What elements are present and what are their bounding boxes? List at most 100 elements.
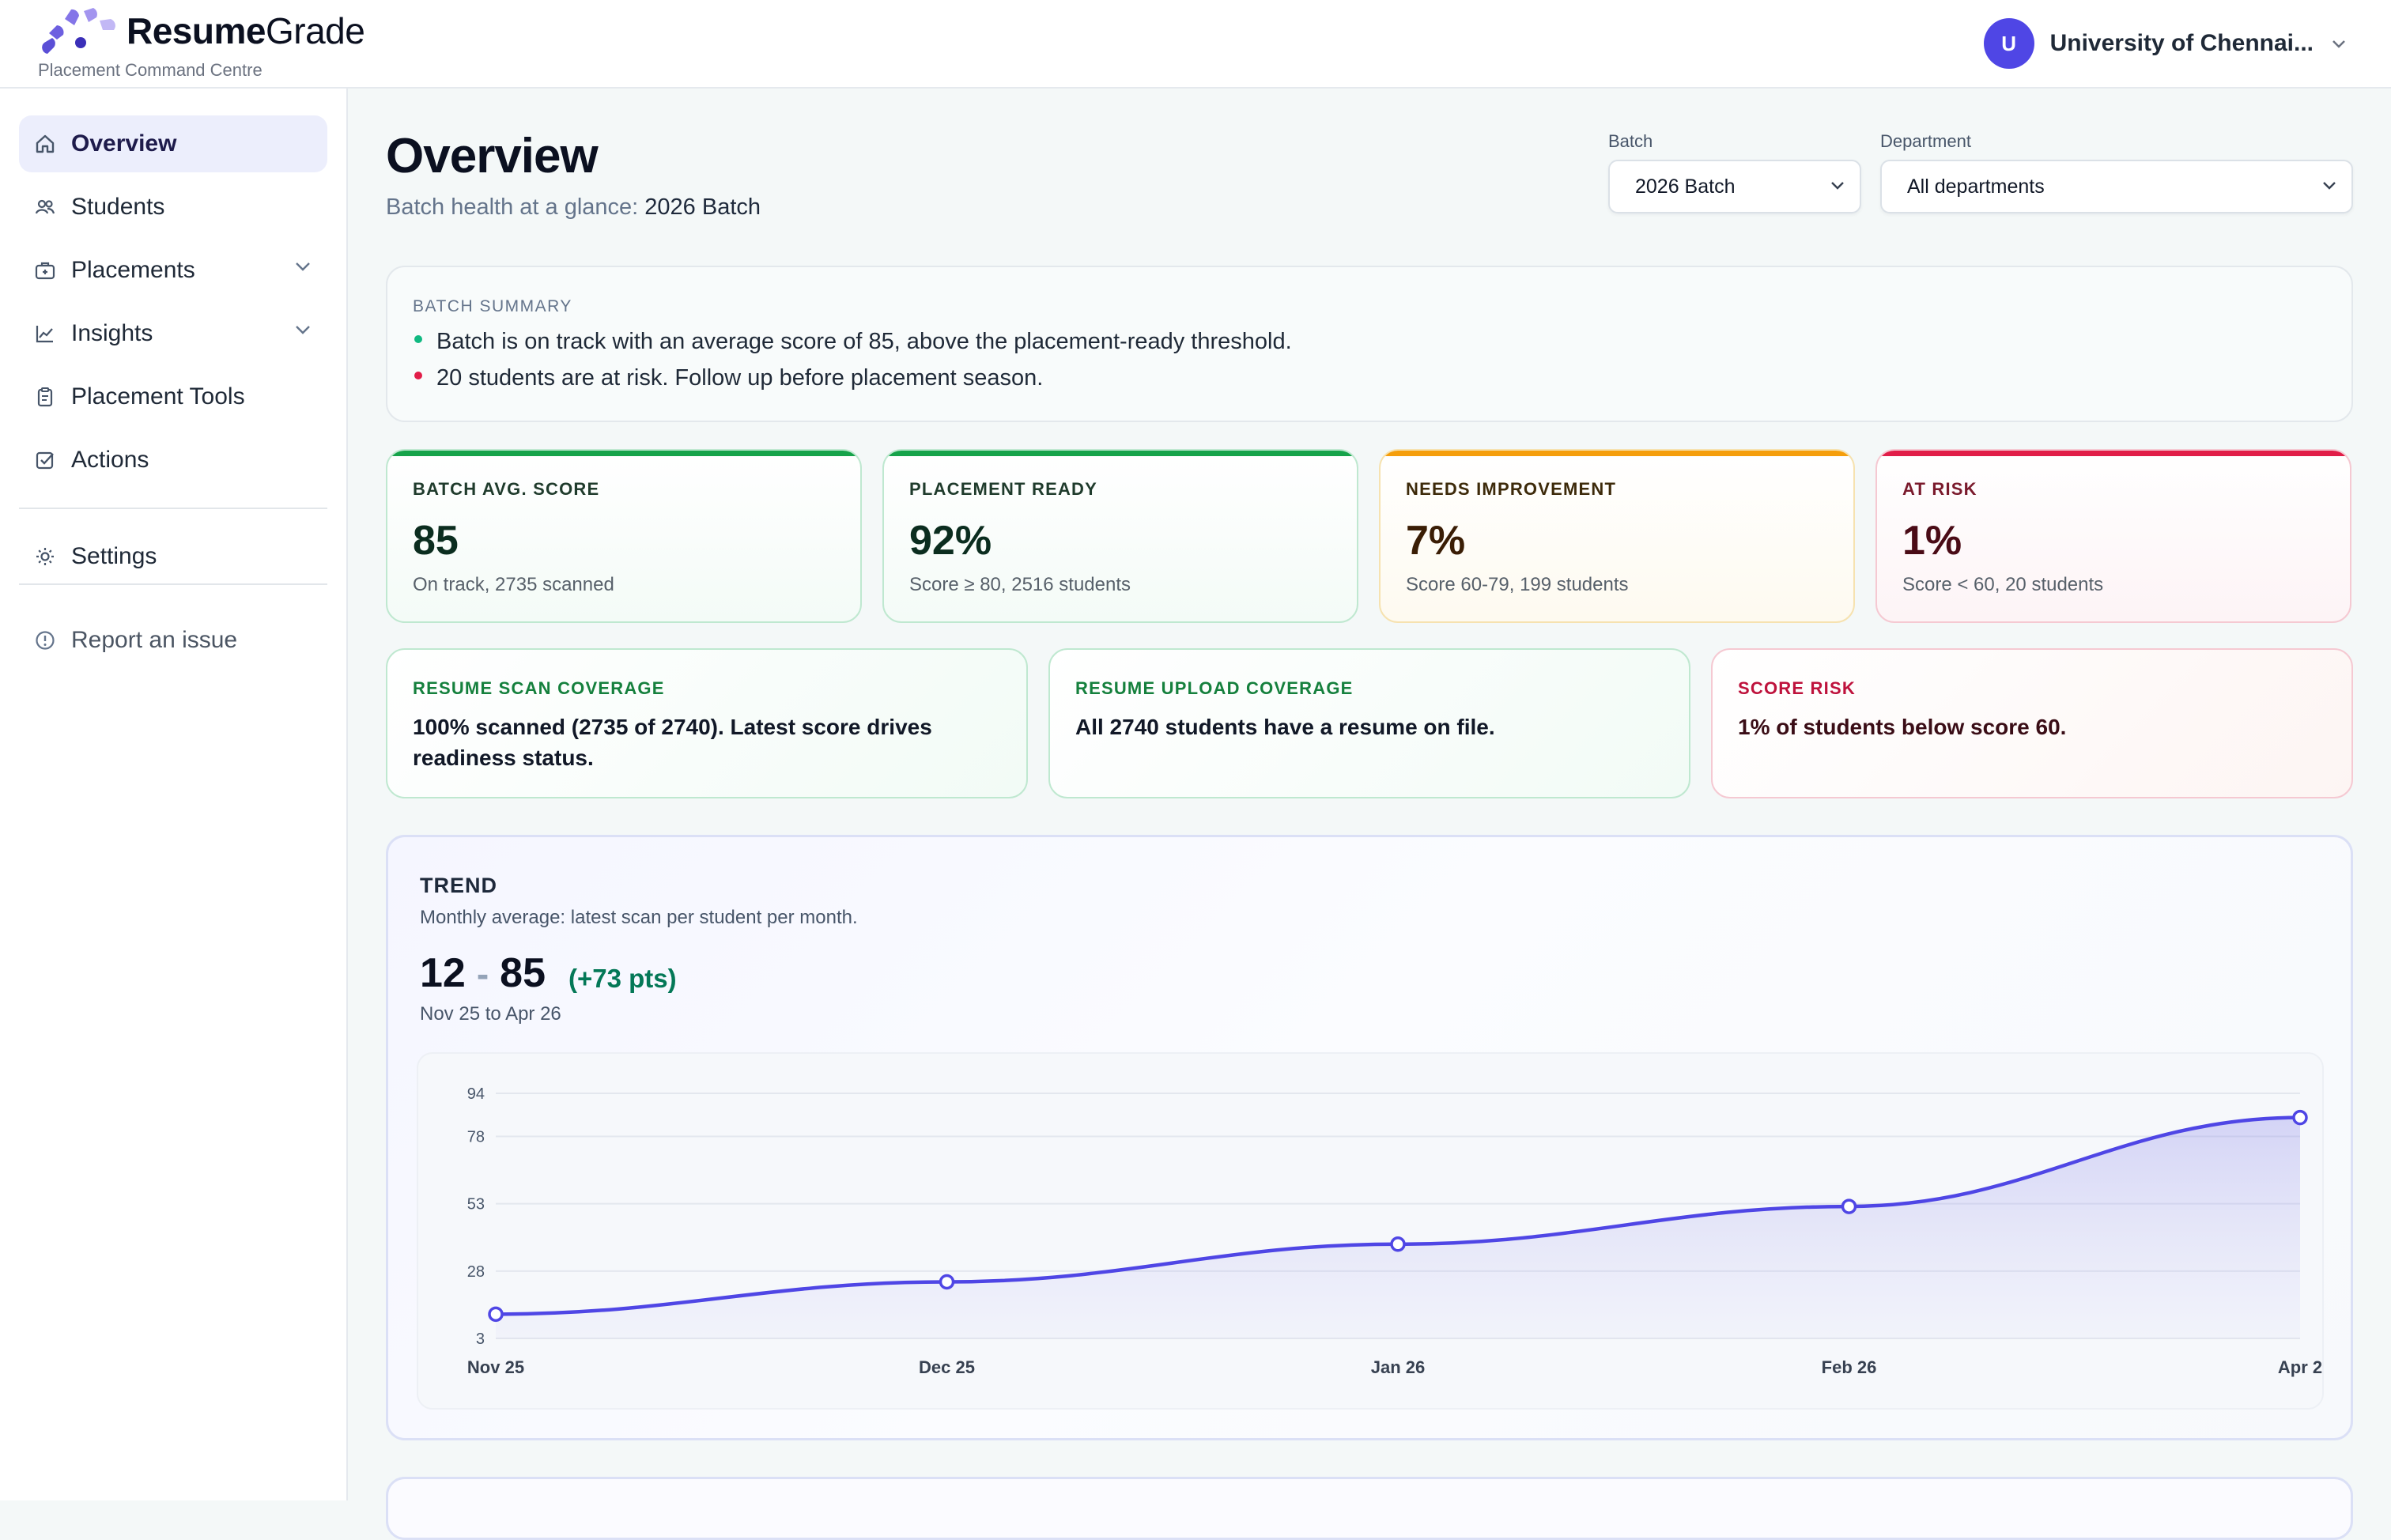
coverage-label: RESUME UPLOAD COVERAGE — [1075, 678, 1354, 698]
accent-bar — [1381, 451, 1853, 456]
kpi-subtext: Score ≥ 80, 2516 students — [909, 574, 1131, 595]
clipboard-icon — [33, 385, 57, 409]
trend-date-range: Nov 25 to Apr 26 — [420, 1003, 561, 1025]
chart-line-icon — [33, 322, 57, 345]
trend-score-range: 12-85 — [420, 950, 546, 996]
kpi-value: 1% — [1902, 518, 1962, 564]
kpi-value: 7% — [1406, 518, 1466, 564]
chevron-down-icon — [296, 262, 310, 271]
kpi-card-placement-ready[interactable]: PLACEMENT READY 92% Score ≥ 80, 2516 stu… — [882, 449, 1358, 623]
sidebar-item-placement-tools[interactable]: Placement Tools — [19, 368, 327, 425]
coverage-text: All 2740 students have a resume on file. — [1075, 715, 1495, 739]
kpi-subtext: Score < 60, 20 students — [1902, 574, 2104, 595]
kpi-value: 85 — [413, 518, 459, 564]
trend-delta: (+73 pts) — [568, 964, 677, 993]
sidebar-item-label: Placements — [71, 257, 195, 283]
sidebar-item-label: Placement Tools — [71, 383, 245, 410]
x-tick-label: Nov 25 — [467, 1357, 524, 1377]
accent-bar — [387, 451, 860, 456]
briefcase-icon — [33, 259, 57, 282]
status-dot-red — [414, 372, 422, 379]
kpi-card-at-risk[interactable]: AT RISK 1% Score < 60, 20 students — [1875, 449, 2351, 623]
checkbox-icon — [33, 448, 57, 472]
gear-icon — [33, 545, 57, 568]
y-tick-label: 53 — [467, 1196, 485, 1214]
coverage-card-scan: RESUME SCAN COVERAGE 100% scanned (2735 … — [386, 648, 1028, 798]
trend-area — [496, 1117, 2300, 1338]
accent-bar — [1877, 451, 2350, 456]
chevron-down-icon — [1831, 182, 1844, 190]
kpi-label: NEEDS IMPROVEMENT — [1406, 479, 1617, 499]
top-bar: ResumeGrade Placement Command Centre U U… — [0, 0, 2391, 89]
sidebar-item-label: Overview — [71, 130, 177, 157]
data-point[interactable] — [2292, 1109, 2308, 1126]
sidebar-item-insights[interactable]: Insights — [19, 305, 327, 362]
x-tick-label: Dec 25 — [919, 1357, 975, 1377]
sidebar-item-label: Students — [71, 194, 165, 220]
trend-description: Monthly average: latest scan per student… — [420, 907, 858, 928]
x-tick-label: Apr 2 — [2278, 1357, 2322, 1377]
trend-chart: 3 28 53 78 94 Nov 25 Dec 25 Jan 26 Feb 26 Apr 2 — [467, 1085, 2322, 1377]
chevron-down-icon — [2323, 182, 2336, 190]
sidebar: Overview Students Placements Insights Pl… — [0, 89, 348, 1500]
sidebar-item-label: Settings — [71, 543, 157, 569]
coverage-label: RESUME SCAN COVERAGE — [413, 678, 665, 698]
report-issue-link[interactable]: Report an issue — [19, 612, 327, 669]
coverage-text: 100% scanned (2735 of 2740). Latest scor… — [413, 715, 932, 770]
sidebar-item-actions[interactable]: Actions — [19, 432, 327, 489]
trend-card: TREND Monthly average: latest scan per s… — [386, 835, 2353, 1440]
batch-select[interactable]: 2026 Batch — [1608, 160, 1861, 213]
batch-summary-card: BATCH SUMMARY Batch is on track with an … — [386, 266, 2353, 422]
kpi-card-batch-avg[interactable]: BATCH AVG. SCORE 85 On track, 2735 scann… — [386, 449, 862, 623]
kpi-label: PLACEMENT READY — [909, 479, 1098, 499]
sidebar-item-placements[interactable]: Placements — [19, 242, 327, 299]
data-point[interactable] — [1841, 1198, 1857, 1214]
y-tick-label: 78 — [467, 1129, 485, 1146]
y-tick-label: 28 — [467, 1263, 485, 1281]
trend-chart-area: 3 28 53 78 94 Nov 25 Dec 25 Jan 26 Feb 26 Apr 2 — [417, 1052, 2324, 1410]
data-point[interactable] — [939, 1274, 955, 1290]
trend-title: TREND — [420, 874, 497, 897]
y-tick-label: 3 — [476, 1331, 485, 1348]
status-dot-green — [414, 335, 422, 343]
divider — [19, 583, 327, 585]
department-select[interactable]: All departments — [1880, 160, 2353, 213]
page-title: Overview — [386, 129, 599, 183]
sidebar-item-overview[interactable]: Overview — [19, 115, 327, 172]
sidebar-item-students[interactable]: Students — [19, 179, 327, 236]
brand-name[interactable]: ResumeGrade — [127, 10, 365, 51]
x-tick-label: Feb 26 — [1822, 1357, 1877, 1377]
kpi-subtext: On track, 2735 scanned — [413, 574, 614, 595]
batch-filter-label: Batch — [1608, 131, 1653, 151]
kpi-card-needs-improvement[interactable]: NEEDS IMPROVEMENT 7% Score 60-79, 199 st… — [1379, 449, 1855, 623]
logo-icon — [42, 8, 115, 54]
data-point[interactable] — [1390, 1236, 1406, 1252]
next-section-card — [386, 1477, 2353, 1540]
kpi-label: BATCH AVG. SCORE — [413, 479, 600, 499]
summary-line: Batch is on track with an average score … — [436, 329, 1292, 354]
x-tick-label: Jan 26 — [1371, 1357, 1426, 1377]
sidebar-item-label: Report an issue — [71, 627, 238, 653]
users-icon — [33, 195, 57, 219]
avatar: U — [1983, 18, 2034, 69]
coverage-label: SCORE RISK — [1738, 678, 1856, 698]
alert-circle-icon — [33, 628, 57, 652]
kpi-subtext: Score 60-79, 199 students — [1406, 574, 1629, 595]
summary-title: BATCH SUMMARY — [413, 297, 572, 315]
summary-line: 20 students are at risk. Follow up befor… — [436, 365, 1044, 391]
kpi-label: AT RISK — [1902, 479, 1977, 499]
sidebar-item-settings[interactable]: Settings — [19, 528, 327, 585]
sidebar-item-label: Actions — [71, 447, 149, 473]
chevron-down-icon — [296, 326, 310, 334]
y-tick-label: 94 — [467, 1085, 485, 1103]
accent-bar — [884, 451, 1357, 456]
department-filter-label: Department — [1880, 131, 1971, 151]
sidebar-item-label: Insights — [71, 320, 153, 346]
divider — [19, 508, 327, 509]
home-icon — [33, 132, 57, 156]
user-menu[interactable]: U University of Chennai... — [1983, 17, 2347, 70]
coverage-card-upload: RESUME UPLOAD COVERAGE All 2740 students… — [1048, 648, 1690, 798]
data-point[interactable] — [488, 1306, 504, 1323]
page-subtitle: Batch health at a glance: 2026 Batch — [386, 194, 761, 220]
chevron-down-icon — [2332, 40, 2345, 48]
